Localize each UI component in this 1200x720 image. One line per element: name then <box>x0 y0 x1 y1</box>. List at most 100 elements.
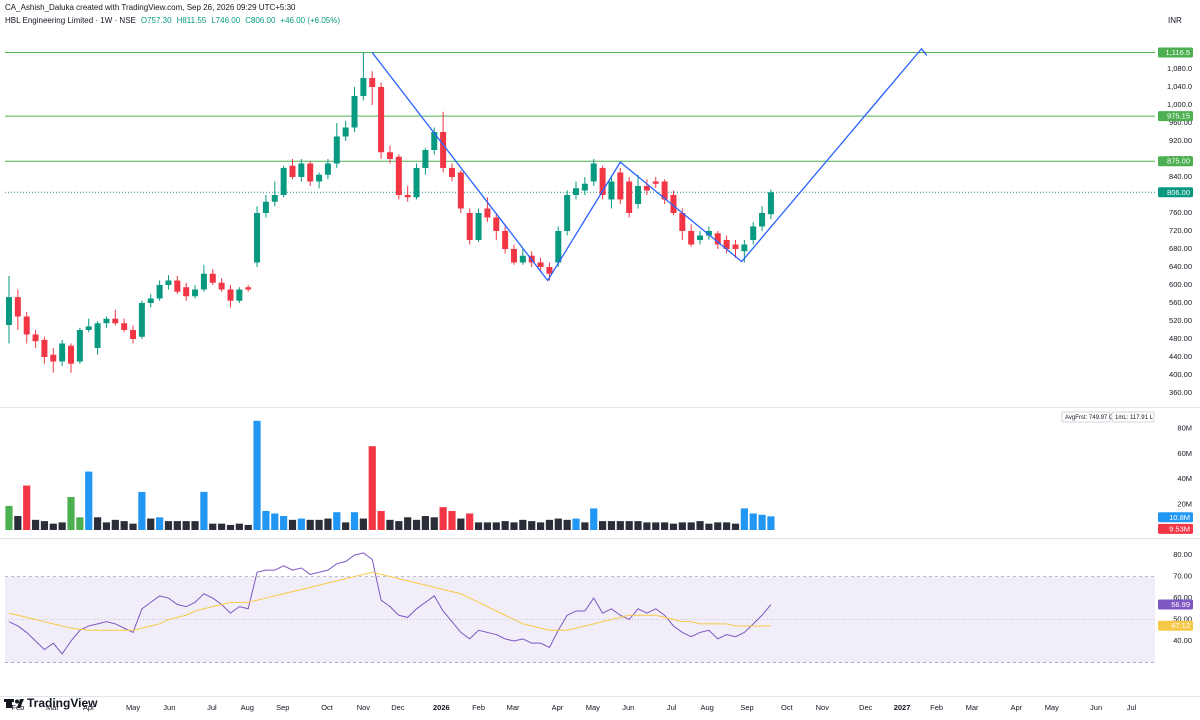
candle-body <box>626 181 633 213</box>
candle-body <box>732 244 739 249</box>
candle-body <box>608 181 615 200</box>
candle-body <box>688 230 695 245</box>
volume-bar <box>333 512 341 530</box>
x-tick-label: Nov <box>816 703 830 712</box>
price-tag-label: 9.53M <box>1169 524 1190 533</box>
candle-body <box>404 194 411 198</box>
candle-body <box>723 239 730 249</box>
candle-body <box>342 127 349 137</box>
candle-body <box>431 131 438 150</box>
volume-bar <box>625 521 633 530</box>
candle-body <box>351 95 358 128</box>
candle-body <box>298 163 305 177</box>
x-tick-label: Oct <box>321 703 334 712</box>
rsi-band <box>5 576 1155 663</box>
candle-body <box>679 212 686 231</box>
ohlc-value: +46.00 (+6.05%) <box>280 16 340 25</box>
candle-body <box>440 131 447 168</box>
x-tick-label: Sep <box>740 703 753 712</box>
volume-bar <box>315 519 323 530</box>
volume-bar <box>572 518 580 530</box>
candle-body <box>590 163 597 182</box>
volume-bar <box>191 521 199 530</box>
volume-bar <box>244 524 252 530</box>
candle-body <box>23 316 30 335</box>
candle-body <box>271 194 278 202</box>
logo-mark <box>15 699 19 704</box>
volume-bar <box>306 519 314 530</box>
pattern-line <box>371 47 928 282</box>
price-tag <box>1158 599 1193 610</box>
volume-bar <box>129 523 137 530</box>
candle-body <box>68 345 75 364</box>
price-tag-label: 975.15 <box>1167 112 1190 121</box>
candle-body <box>573 188 580 195</box>
candle-body <box>200 273 207 290</box>
candle-body <box>705 230 712 236</box>
ohlc-value: L746.00 <box>211 16 240 25</box>
volume-bar <box>76 517 84 530</box>
volume-bar <box>218 523 226 530</box>
y-tick-label: 400.00 <box>1169 370 1192 379</box>
candle-body <box>227 289 234 301</box>
candle-body <box>245 287 252 290</box>
y-tick-label: 40.00 <box>1173 636 1192 645</box>
candle-body <box>209 273 216 283</box>
volume-bar <box>138 491 146 530</box>
legend-text: 1mL: 117.91 L <box>1115 415 1154 421</box>
y-tick-label: 480.00 <box>1169 334 1192 343</box>
candle-body <box>32 334 39 342</box>
volume-bar <box>386 519 394 530</box>
volume-bar <box>731 523 740 530</box>
currency: INR <box>1168 16 1182 25</box>
price-tag-label: 875.00 <box>1167 157 1190 166</box>
volume-bar <box>49 523 57 530</box>
volume-bar <box>723 522 731 530</box>
y-tick-label: 60.00 <box>1173 593 1192 602</box>
candle-body <box>147 298 154 303</box>
candle-body <box>635 185 642 204</box>
x-tick-label: Apr <box>83 703 95 712</box>
volume-bar <box>23 485 31 530</box>
volume-bar <box>678 522 686 530</box>
volume-bar <box>669 523 678 530</box>
volume-bar <box>430 517 438 530</box>
volume-bar <box>395 521 403 530</box>
volume-bar <box>235 523 243 530</box>
rsi-line <box>8 571 771 631</box>
candle-body <box>218 282 225 290</box>
candle-body <box>183 287 190 297</box>
volume-bar <box>200 491 208 530</box>
volume-bar <box>93 517 102 530</box>
candle-body <box>395 156 402 195</box>
price-tag <box>1158 512 1193 523</box>
candle-body <box>510 248 517 263</box>
candle-body <box>333 136 340 164</box>
volume-bar <box>226 524 235 530</box>
y-tick-label: 960.00 <box>1169 118 1192 127</box>
legend-box <box>1111 411 1155 423</box>
price-tag-label: 47.12 <box>1171 621 1190 630</box>
candle-body <box>546 266 553 274</box>
candle-body <box>316 174 323 182</box>
candle-body <box>741 244 748 252</box>
y-tick-label: 70.00 <box>1173 572 1192 581</box>
volume-bar <box>687 522 695 530</box>
rsi-line <box>8 552 772 655</box>
y-tick-label: 440.00 <box>1169 352 1192 361</box>
volume-bar <box>120 521 128 530</box>
candle-body <box>617 172 624 200</box>
x-tick-label: Apr <box>1011 703 1023 712</box>
volume-bar <box>377 510 385 530</box>
legend-box <box>1061 411 1111 423</box>
candle-body <box>121 323 128 330</box>
candle-body <box>652 181 659 184</box>
volume-bar <box>581 522 589 530</box>
y-tick-label: 680.00 <box>1169 244 1192 253</box>
footer-brand: TradingView <box>27 696 98 710</box>
volume-bar <box>31 519 40 530</box>
volume-bar <box>501 521 509 530</box>
volume-bar <box>324 518 332 530</box>
candle-body <box>85 326 92 330</box>
